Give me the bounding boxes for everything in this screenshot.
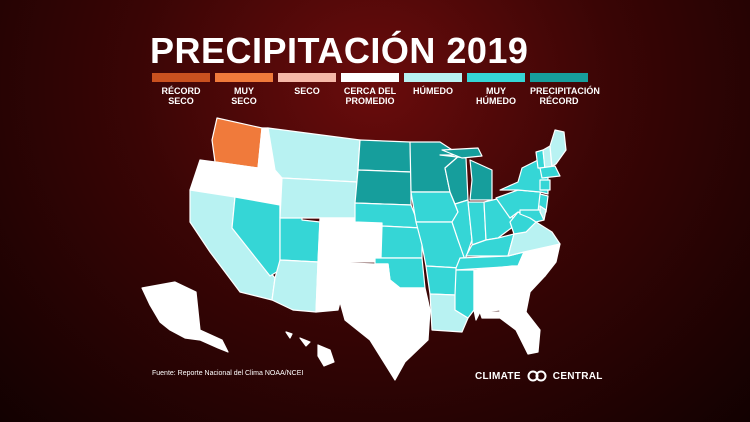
state-de — [539, 205, 547, 221]
legend-item: RÉCORD SECO — [152, 73, 212, 106]
state-co — [317, 217, 383, 263]
legend-label: PRECIPITACIÓN RÉCORD — [530, 86, 600, 106]
state-hi — [285, 331, 335, 367]
state-ma — [539, 165, 561, 179]
state-ga — [493, 265, 531, 313]
state-mt — [267, 127, 361, 183]
legend: RÉCORD SECO MUY SECO SECO CERCA DEL PROMEDI… — [152, 73, 600, 113]
legend-item: PRECIPITACIÓN RÉCORD — [530, 73, 600, 106]
legend-label: HÚMEDO — [413, 86, 453, 96]
state-ak — [141, 281, 229, 353]
brand-left: CLIMATE — [475, 370, 521, 382]
state-ia — [410, 191, 459, 223]
page-title: PRECIPITACIÓN 2019 — [150, 30, 529, 71]
brand-right: CENTRAL — [552, 370, 603, 382]
state-wi — [439, 154, 469, 205]
state-nd — [357, 139, 412, 173]
state-sd — [354, 169, 412, 206]
legend-label: RÉCORD SECO — [161, 86, 201, 106]
state-ks — [380, 225, 423, 259]
state-ms — [454, 269, 475, 319]
legend-item: MUY SECO — [215, 73, 275, 106]
state-fl — [479, 311, 541, 355]
legend-swatch — [152, 73, 210, 82]
legend-item: HÚMEDO — [404, 73, 464, 96]
climate-central-logo: CLIMATE CENTRAL — [475, 370, 603, 382]
state-ny — [499, 159, 549, 195]
legend-item: CERCA DEL PROMEDIO — [341, 73, 401, 106]
legend-item: SECO — [278, 73, 338, 96]
state-tx — [339, 263, 431, 381]
state-mi — [441, 147, 493, 201]
legend-swatch — [215, 73, 273, 82]
interlocking-circles-icon — [527, 370, 547, 382]
legend-label: MUY HÚMEDO — [476, 86, 516, 106]
state-nv — [231, 196, 281, 277]
state-wy — [279, 177, 358, 219]
legend-item: MUY HÚMEDO — [467, 73, 527, 106]
legend-label: SECO — [294, 86, 320, 96]
legend-swatch — [467, 73, 525, 82]
legend-swatch — [404, 73, 462, 82]
legend-swatch — [341, 73, 399, 82]
state-wa — [211, 117, 263, 169]
state-me — [549, 129, 567, 167]
legend-swatch — [530, 73, 588, 82]
state-az — [271, 259, 319, 313]
state-ct — [539, 179, 551, 191]
legend-swatch — [278, 73, 336, 82]
legend-label: MUY SECO — [231, 86, 257, 106]
legend-label: CERCA DEL PROMEDIO — [343, 86, 397, 106]
source-note: Fuente: Reporte Nacional del Clima NOAA/… — [152, 370, 304, 377]
